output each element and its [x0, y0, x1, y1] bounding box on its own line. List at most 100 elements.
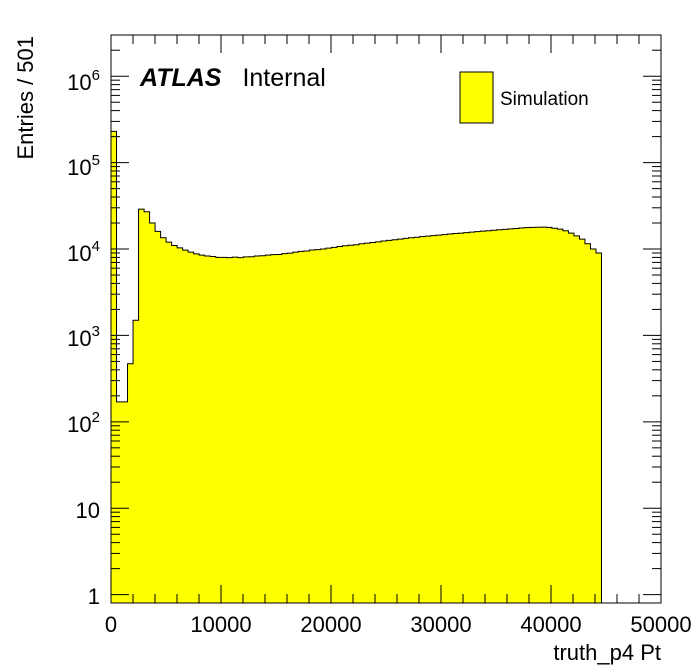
histogram-bin	[469, 232, 476, 604]
histogram-bin	[392, 239, 398, 604]
histogram-bin	[177, 247, 183, 603]
histogram-bin	[292, 252, 299, 603]
plot-frame	[110, 34, 662, 604]
histogram-bin	[535, 227, 542, 603]
y-tick-label-1e6: 106	[67, 67, 100, 95]
histogram-bin	[309, 249, 316, 603]
histogram-bin	[210, 256, 217, 603]
histogram-bin	[166, 242, 172, 604]
histogram-bin	[353, 244, 360, 603]
x-tick-label-3: 30000	[410, 612, 471, 637]
x-tick-label-2: 20000	[300, 612, 361, 637]
histogram-bin	[381, 240, 387, 603]
histogram-bin	[127, 363, 134, 603]
histogram-bin	[276, 254, 283, 604]
histogram-bin	[452, 233, 459, 603]
atlas-status-label: Internal	[242, 64, 325, 92]
x-tick-label-0: 0	[105, 612, 117, 637]
y-tick-label-1: 1	[88, 584, 100, 609]
histogram-bin	[447, 234, 453, 603]
histogram-bin	[507, 228, 514, 603]
histogram-bin	[370, 242, 376, 603]
histogram-bin	[182, 250, 189, 603]
histogram-bin	[193, 253, 200, 603]
histogram-bin	[116, 401, 123, 603]
histogram-bin	[546, 227, 553, 603]
histogram-bin	[314, 249, 321, 603]
histogram-bin	[160, 237, 167, 603]
legend: Simulation	[459, 71, 589, 124]
histogram-bin	[474, 231, 481, 603]
histogram-bin	[320, 249, 327, 604]
histogram-bin	[458, 233, 465, 603]
histogram-bin	[414, 237, 420, 604]
histogram-bin	[403, 238, 409, 603]
y-axis-label: Entries / 501	[13, 36, 38, 160]
histogram-bin	[199, 255, 205, 603]
histogram-bin	[518, 228, 525, 603]
x-axis-ticks	[110, 35, 662, 603]
histogram-bin	[254, 256, 261, 603]
histogram-bin	[303, 250, 310, 604]
histogram-bin	[111, 131, 117, 604]
histogram-bin	[496, 229, 503, 603]
y-tick-label-1e2: 102	[67, 409, 100, 437]
histogram-bin	[237, 257, 244, 603]
histogram-bin	[513, 228, 520, 604]
histogram-bin	[425, 236, 431, 603]
legend-label-simulation: Simulation	[500, 89, 589, 110]
histogram-bin	[226, 257, 233, 603]
histogram-bin	[524, 227, 531, 603]
histogram-bin	[557, 229, 564, 603]
histogram-bin	[342, 245, 349, 603]
histogram-bin	[243, 256, 250, 603]
histogram-bin	[287, 253, 294, 603]
histogram-bin	[221, 257, 228, 603]
histogram-outline	[110, 130, 602, 603]
histogram-bin	[122, 401, 128, 603]
atlas-label: ATLAS Internal	[139, 64, 326, 92]
histogram-bin	[138, 209, 145, 603]
histogram-bin	[358, 243, 365, 604]
histogram-bin	[480, 231, 487, 604]
histogram-bin	[590, 249, 597, 604]
atlas-bold-label: ATLAS	[139, 64, 222, 92]
x-tick-label-5: 50000	[630, 612, 691, 637]
histogram-bin	[336, 246, 343, 603]
histogram-bin	[491, 230, 498, 603]
histogram-bin	[540, 227, 547, 603]
histogram-bin	[215, 257, 222, 603]
histogram-bin	[386, 240, 393, 603]
histogram-bin	[562, 230, 569, 604]
histogram-bin	[529, 227, 536, 603]
histogram-bin	[204, 256, 211, 603]
histogram-bin	[430, 235, 437, 603]
histogram-bin	[248, 256, 255, 603]
histogram-bin	[364, 243, 371, 604]
histogram-bin	[441, 234, 448, 603]
histogram-bin	[579, 239, 586, 603]
histogram-bin	[259, 255, 266, 603]
histogram-bin	[149, 223, 156, 603]
histogram-bin	[298, 251, 305, 603]
histogram-bin	[502, 229, 509, 603]
histogram-bin	[347, 245, 354, 603]
histogram-bin	[436, 235, 442, 603]
histogram-bin	[584, 243, 591, 604]
histogram-bin	[375, 241, 382, 604]
histogram-bin	[408, 237, 415, 603]
histogram-bin	[551, 228, 558, 603]
histogram-bin	[568, 233, 575, 603]
histogram-bin	[397, 239, 404, 603]
histogram-bin	[155, 231, 161, 603]
y-tick-label-1e4: 104	[67, 238, 100, 266]
histogram-bin	[419, 236, 426, 604]
histogram-bars	[110, 130, 602, 604]
legend-swatch-simulation	[459, 71, 494, 124]
y-tick-label-10: 10	[76, 498, 100, 523]
histogram-bin	[232, 257, 239, 603]
histogram-bin	[171, 245, 178, 604]
histogram-bin	[133, 320, 139, 603]
histogram-bin	[188, 252, 194, 603]
